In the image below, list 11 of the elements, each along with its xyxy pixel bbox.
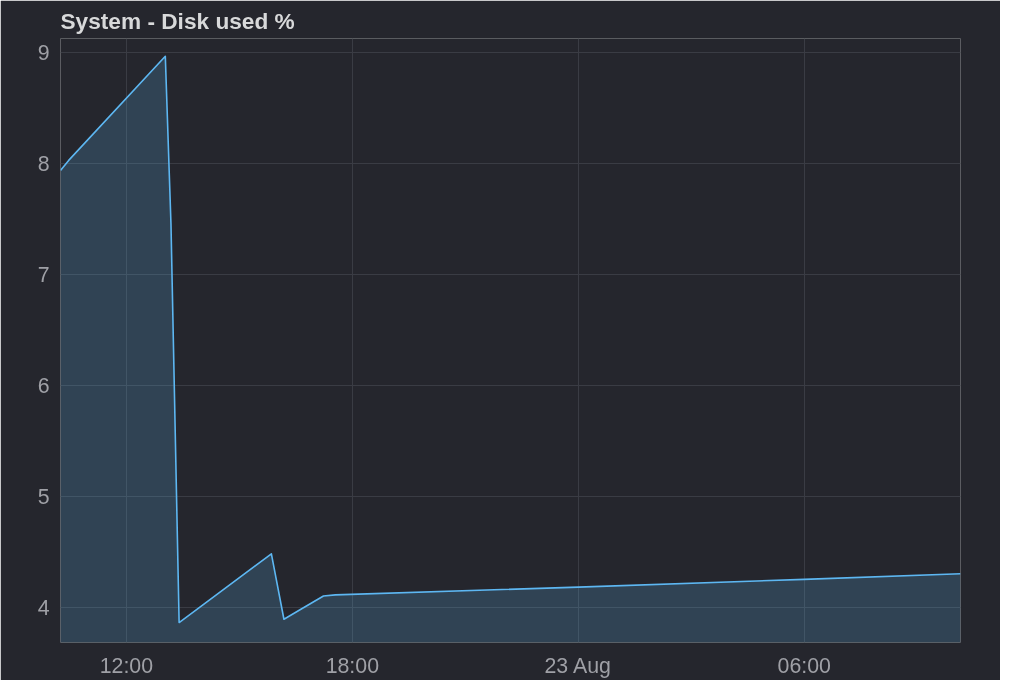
y-tick-label: 7 bbox=[37, 263, 50, 288]
y-tick-label: 8 bbox=[37, 152, 50, 177]
y-tick-label: 9 bbox=[37, 41, 50, 66]
x-tick-label: 23 Aug bbox=[544, 653, 611, 678]
y-tick-label: 4 bbox=[37, 595, 50, 620]
x-tick-label: 12:00 bbox=[99, 653, 154, 678]
chart-title: System - Disk used % bbox=[60, 7, 295, 34]
x-tick-label: 18:00 bbox=[325, 653, 380, 678]
y-tick-label: 6 bbox=[37, 373, 50, 398]
x-tick-label: 06:00 bbox=[777, 653, 832, 678]
y-tick-label: 5 bbox=[37, 484, 50, 509]
